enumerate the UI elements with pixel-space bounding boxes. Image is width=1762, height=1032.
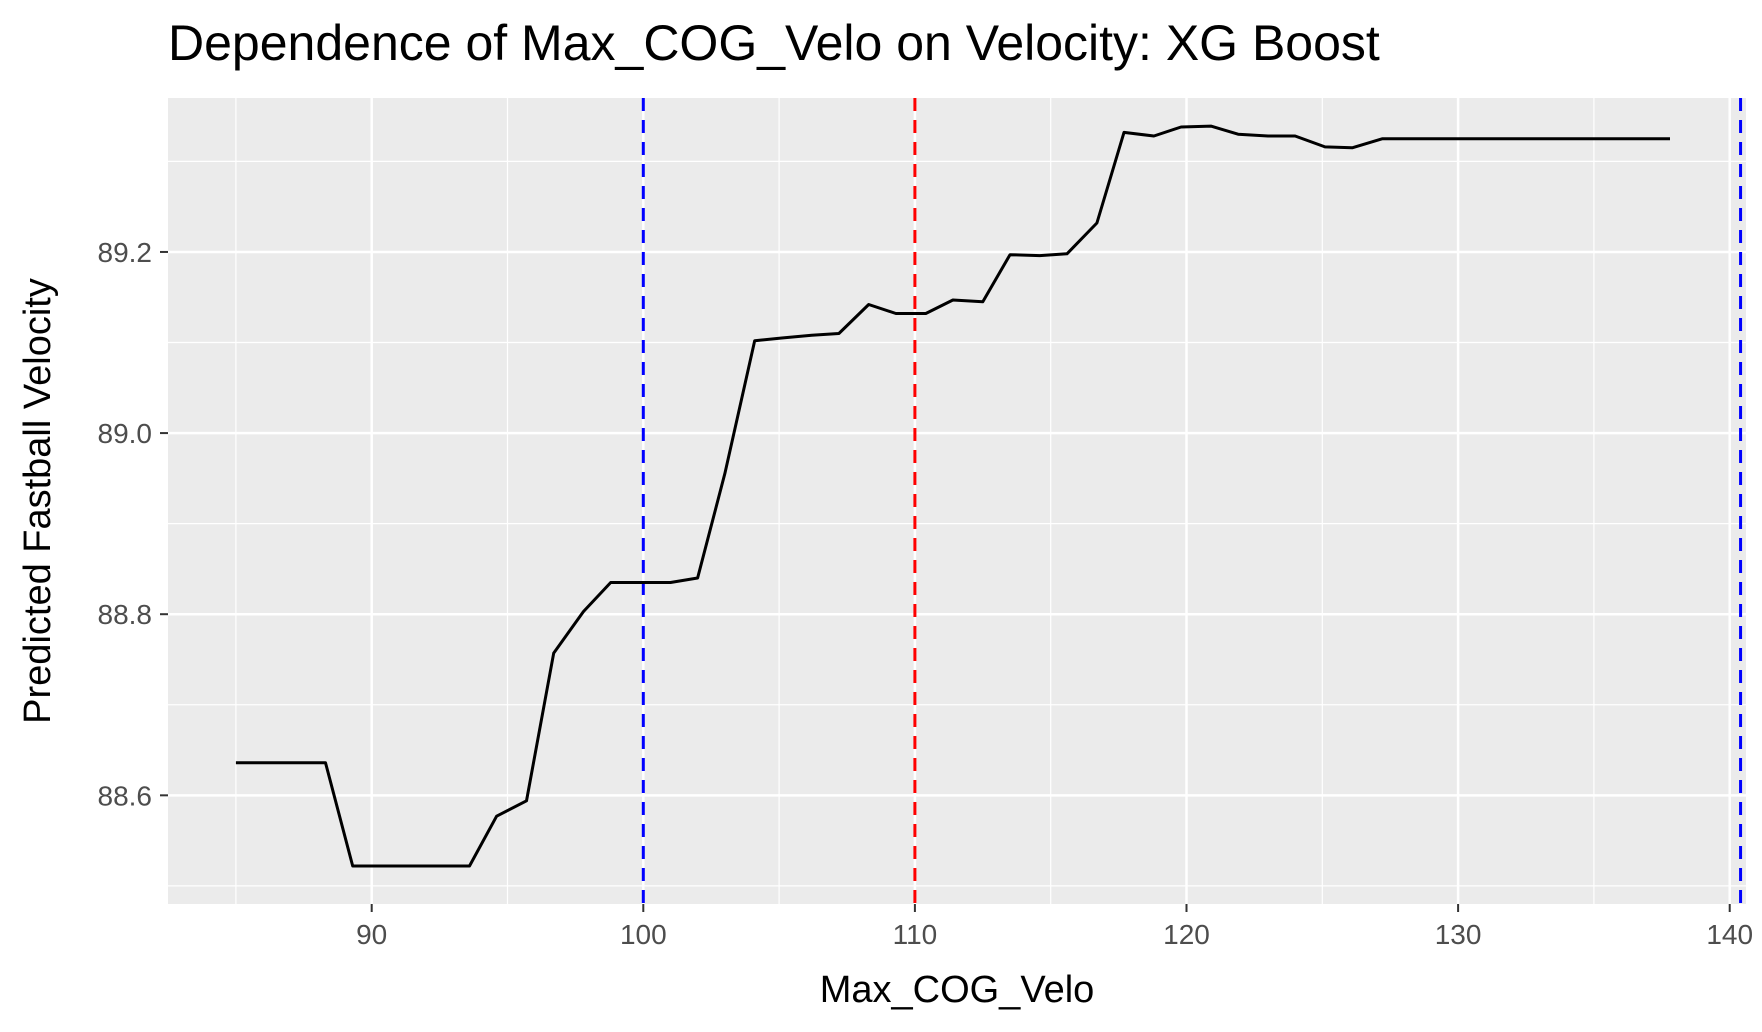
series-line [235, 124, 1670, 868]
reference-lines [641, 98, 1743, 904]
x-axis-title: Max_COG_Velo [820, 969, 1095, 1011]
y-tick-label: 89.2 [98, 237, 153, 268]
plot-panel [168, 98, 1746, 904]
x-axis: 90 100 110 120 130 140 [356, 904, 1753, 950]
x-tick-label: 100 [620, 919, 667, 950]
y-axis: 88.6 88.8 89.0 89.2 [98, 237, 168, 811]
chart-title: Dependence of Max_COG_Velo on Velocity: … [168, 15, 1380, 71]
y-tick-label: 88.8 [98, 599, 153, 630]
x-tick-label: 110 [893, 919, 938, 950]
y-axis-title: Predicted Fastball Velocity [17, 278, 59, 724]
x-tick-label: 140 [1706, 919, 1753, 950]
data-series [235, 124, 1670, 868]
minor-gridlines [168, 98, 1746, 904]
x-tick-label: 120 [1163, 919, 1210, 950]
y-tick-label: 89.0 [98, 418, 153, 449]
x-tick-label: 130 [1435, 919, 1482, 950]
x-tick-label: 90 [356, 919, 387, 950]
y-tick-label: 88.6 [98, 780, 153, 811]
